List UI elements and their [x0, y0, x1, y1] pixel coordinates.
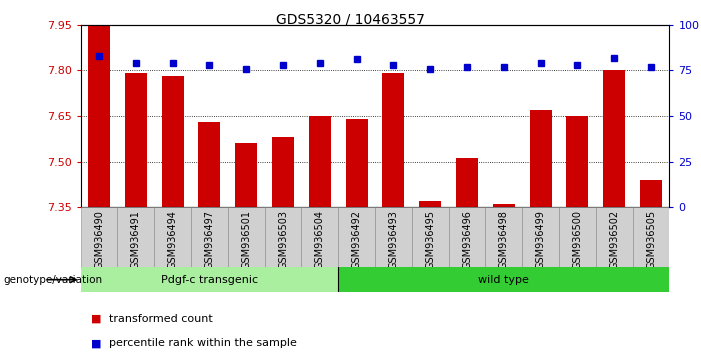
Bar	[228, 207, 265, 267]
Bar	[81, 267, 338, 292]
Bar	[154, 207, 191, 267]
Text: GSM936492: GSM936492	[352, 210, 362, 269]
Text: GSM936500: GSM936500	[573, 210, 583, 269]
Text: GDS5320 / 10463557: GDS5320 / 10463557	[276, 12, 425, 27]
Text: wild type: wild type	[478, 275, 529, 285]
Bar	[265, 207, 301, 267]
Bar	[485, 207, 522, 267]
Bar	[566, 116, 588, 207]
Text: genotype/variation: genotype/variation	[4, 275, 102, 285]
Bar	[522, 207, 559, 267]
Bar	[640, 180, 662, 207]
Bar	[125, 73, 147, 207]
Bar	[596, 207, 632, 267]
Bar	[346, 119, 367, 207]
Bar	[88, 25, 110, 207]
Bar	[529, 110, 552, 207]
Bar	[632, 207, 669, 267]
Bar	[272, 137, 294, 207]
Text: ■: ■	[91, 338, 102, 348]
Text: GSM936497: GSM936497	[205, 210, 215, 269]
Text: Pdgf-c transgenic: Pdgf-c transgenic	[161, 275, 258, 285]
Bar	[161, 76, 184, 207]
Text: GSM936502: GSM936502	[609, 210, 619, 269]
Text: GSM936504: GSM936504	[315, 210, 325, 269]
Bar	[81, 207, 118, 267]
Bar	[449, 207, 485, 267]
Bar	[338, 267, 669, 292]
Text: ■: ■	[91, 314, 102, 324]
Bar	[559, 207, 596, 267]
Text: transformed count: transformed count	[109, 314, 212, 324]
Text: GSM936490: GSM936490	[94, 210, 104, 269]
Text: GSM936505: GSM936505	[646, 210, 656, 269]
Bar	[375, 207, 412, 267]
Bar	[236, 143, 257, 207]
Bar	[191, 207, 228, 267]
Text: GSM936501: GSM936501	[241, 210, 251, 269]
Text: GSM936499: GSM936499	[536, 210, 545, 269]
Text: GSM936498: GSM936498	[499, 210, 509, 269]
Bar	[308, 116, 331, 207]
Bar	[383, 73, 404, 207]
Text: GSM936493: GSM936493	[388, 210, 398, 269]
Text: percentile rank within the sample: percentile rank within the sample	[109, 338, 297, 348]
Bar	[412, 207, 449, 267]
Text: GSM936496: GSM936496	[462, 210, 472, 269]
Text: GSM936491: GSM936491	[131, 210, 141, 269]
Text: GSM936495: GSM936495	[426, 210, 435, 269]
Bar	[603, 70, 625, 207]
Bar	[301, 207, 338, 267]
Bar	[419, 201, 442, 207]
Bar	[493, 204, 515, 207]
Bar	[338, 207, 375, 267]
Bar	[118, 207, 154, 267]
Text: GSM936503: GSM936503	[278, 210, 288, 269]
Text: GSM936494: GSM936494	[168, 210, 177, 269]
Bar	[198, 122, 221, 207]
Bar	[456, 159, 478, 207]
